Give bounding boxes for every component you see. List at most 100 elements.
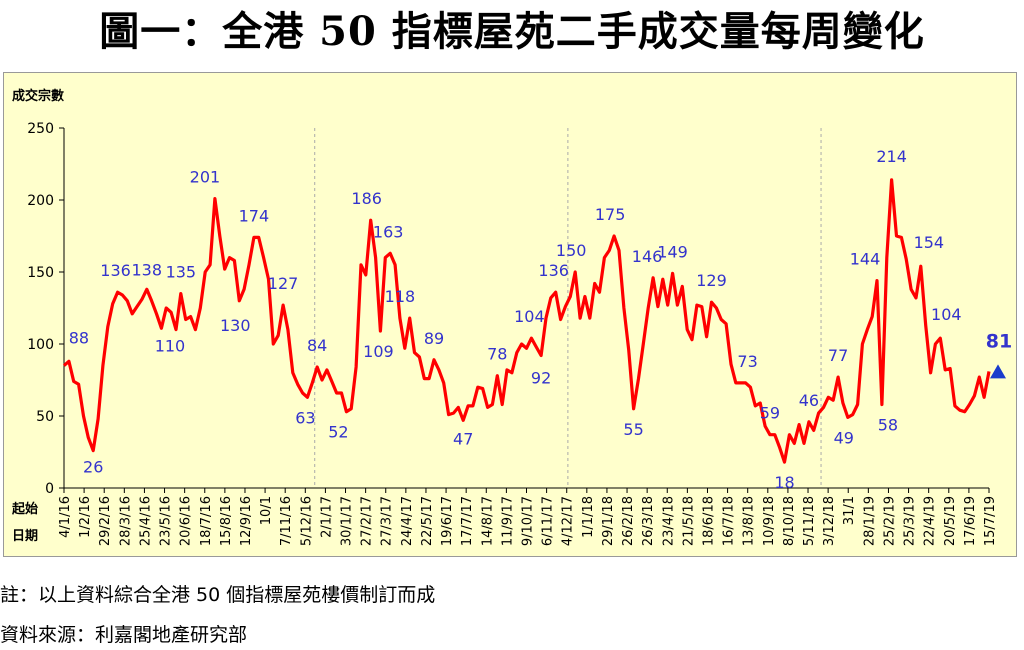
x-tick-label: 20/5/19 — [943, 496, 958, 546]
data-label: 84 — [307, 336, 327, 355]
x-tick-label: 29/1/18 — [601, 496, 616, 546]
data-label: 63 — [295, 408, 315, 427]
x-tick-label: 5/12/16 — [299, 496, 314, 546]
data-label: 175 — [595, 205, 626, 224]
data-label: 136 — [538, 261, 569, 280]
y-tick-label: 0 — [45, 481, 54, 497]
x-axis-label-line2: 日期 — [12, 529, 38, 544]
series-polyline — [62, 178, 991, 464]
data-label: 129 — [696, 271, 727, 290]
data-label: 59 — [760, 404, 780, 423]
x-tick-label: 30/1/17 — [340, 496, 355, 546]
x-tick-label: 23/5/16 — [159, 496, 174, 546]
x-tick-label: 8/10/18 — [782, 496, 797, 546]
x-tick-label: 25/3/19 — [903, 496, 918, 546]
data-label: 58 — [878, 415, 898, 434]
x-tick-label: 19/6/17 — [440, 496, 455, 546]
data-label: 130 — [220, 316, 251, 335]
data-label: 163 — [373, 222, 404, 241]
data-label: 201 — [190, 168, 221, 187]
source-note: 資料來源：利嘉閣地產研究部 — [0, 624, 248, 646]
x-tick-label: 6/11/17 — [541, 496, 556, 546]
data-label: 174 — [239, 206, 270, 225]
x-tick-label: 14/8/17 — [480, 496, 495, 546]
data-label: 144 — [850, 250, 881, 269]
x-tick-label: 16/7/18 — [722, 496, 737, 546]
data-label: 52 — [328, 423, 348, 442]
x-tick-label: 25/2/19 — [882, 496, 897, 546]
data-label: 110 — [155, 337, 186, 356]
x-tick-label: 26/2/18 — [621, 496, 636, 546]
footnote: 註：以上資料綜合全港 50 個指標屋苑樓價制訂而成 — [0, 584, 436, 606]
series-line — [62, 178, 1006, 464]
data-label: 88 — [69, 328, 89, 347]
x-tick-label: 26/3/18 — [641, 496, 656, 546]
x-axis: 4/1/16 1/2/16 29/2/16 28/3/16 25/4/16 23/5/16… — [58, 487, 998, 546]
data-label: 214 — [876, 147, 907, 166]
data-label: 78 — [487, 345, 507, 364]
x-tick-label: 1/2/16 — [78, 496, 93, 538]
data-label: 81 — [986, 330, 1012, 352]
x-axis-label-line1: 起始 — [11, 501, 38, 517]
x-tick-label: 7/11/16 — [279, 496, 294, 546]
data-label: 47 — [453, 429, 473, 448]
data-label: 49 — [834, 428, 854, 447]
x-tick-label: 17/6/19 — [963, 496, 978, 546]
x-tick-label: 20/6/16 — [179, 496, 194, 546]
x-tick-label: 15/7/19 — [983, 496, 998, 546]
y-axis-label: 成交宗數 — [12, 88, 64, 104]
x-tick-label: 2/1/17 — [319, 496, 334, 538]
data-label: 127 — [268, 274, 299, 293]
x-tick-label: 27/3/17 — [380, 496, 395, 546]
data-label: 46 — [799, 391, 819, 410]
x-tick-label: 13/8/18 — [742, 496, 757, 546]
x-tick-label: 29/2/16 — [98, 496, 113, 546]
x-tick-label: 15/8/16 — [219, 496, 234, 546]
data-label: 26 — [83, 458, 103, 477]
data-label: 135 — [166, 263, 197, 282]
last-point-marker — [990, 364, 1006, 379]
y-tick-label: 100 — [27, 337, 54, 353]
x-tick-label: 1/1/18 — [581, 496, 596, 538]
data-label: 104 — [931, 305, 962, 324]
x-tick-label: 11/9/17 — [500, 496, 515, 546]
data-label: 146 — [632, 247, 663, 266]
x-tick-label: 5/11/18 — [802, 496, 817, 546]
data-label: 118 — [385, 287, 416, 306]
x-tick-label: 12/9/16 — [239, 496, 254, 546]
y-axis: 0 50 100 150 200 250 — [27, 121, 65, 497]
data-label: 18 — [774, 473, 794, 492]
data-label: 104 — [514, 307, 545, 326]
x-tick-label: 10/1 — [259, 496, 274, 525]
data-label: 92 — [531, 369, 551, 388]
x-tick-label: 21/5/18 — [681, 496, 696, 546]
data-label: 138 — [131, 260, 162, 279]
x-tick-label: 22/4/19 — [923, 496, 938, 546]
x-tick-label: 23/4/18 — [661, 496, 676, 546]
x-tick-label: 4/12/17 — [561, 496, 576, 546]
x-tick-label: 18/7/16 — [199, 496, 214, 546]
x-tick-label: 4/1/16 — [58, 496, 73, 538]
data-label: 77 — [828, 346, 848, 365]
data-label: 186 — [351, 189, 382, 208]
data-label: 154 — [914, 233, 945, 252]
y-tick-label: 200 — [27, 193, 54, 209]
data-label: 109 — [363, 342, 394, 361]
data-label: 89 — [424, 329, 444, 348]
x-tick-label: 28/1/19 — [862, 496, 877, 546]
x-tick-label: 9/10/17 — [521, 496, 536, 546]
year-dividers — [314, 128, 822, 488]
x-tick-label: 22/5/17 — [420, 496, 435, 546]
x-tick-label: 18/6/18 — [701, 496, 716, 546]
x-tick-label: 25/4/16 — [138, 496, 153, 546]
x-tick-label: 28/3/16 — [118, 496, 133, 546]
y-tick-label: 250 — [27, 121, 54, 137]
x-tick-label: 3/12/18 — [822, 496, 837, 546]
y-tick-label: 50 — [36, 409, 54, 425]
data-label: 136 — [100, 261, 131, 280]
x-tick-label: 27/2/17 — [360, 496, 375, 546]
x-tick-label: 10/9/18 — [762, 496, 777, 546]
chart-svg: 成交宗數 起始 日期 0 50 100 150 200 250 4/1/16 1/2/16 2… — [11, 88, 1013, 546]
x-tick-label: 31/1 — [842, 496, 857, 525]
